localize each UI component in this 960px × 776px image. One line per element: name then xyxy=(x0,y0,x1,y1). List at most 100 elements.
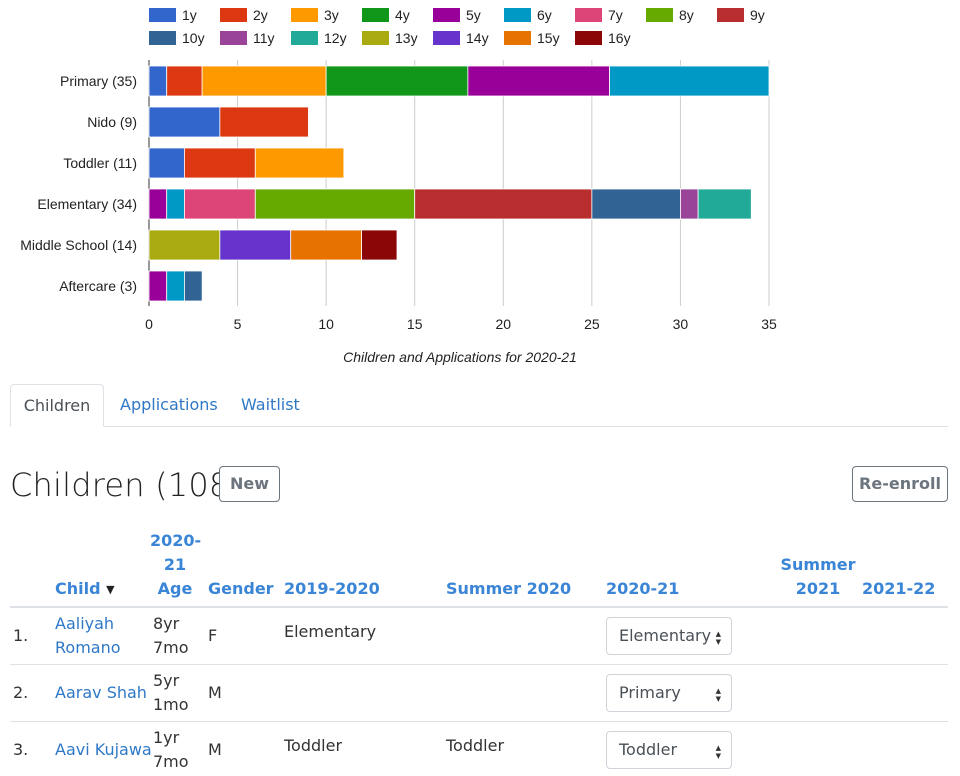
legend-label-4y: 4y xyxy=(395,7,410,23)
bar-segment-1y[interactable] xyxy=(148,147,185,179)
bar-segment-5y[interactable] xyxy=(148,270,168,302)
bar-segment-6y[interactable] xyxy=(166,270,185,302)
legend-swatch-15y xyxy=(504,31,531,45)
program-2020-21-select[interactable]: Primary ▲ ▼ xyxy=(606,674,732,712)
row-index: 3. xyxy=(13,740,29,759)
x-tick-label: 25 xyxy=(584,316,600,332)
bar-segment-12y[interactable] xyxy=(697,188,752,220)
child-age-line2: 7mo xyxy=(153,752,189,771)
bar-segment-5y[interactable] xyxy=(148,188,168,220)
category-label: Middle School (14) xyxy=(20,237,137,253)
child-age-line2: 7mo xyxy=(153,638,189,657)
column-header-gender[interactable]: Gender xyxy=(208,579,274,598)
legend-swatch-9y xyxy=(717,8,744,22)
tab-applications[interactable]: Applications xyxy=(120,395,218,414)
column-header-2020-21[interactable]: 2020-21 xyxy=(606,579,680,598)
column-header-summer-2021-line1: Summer xyxy=(780,555,856,574)
re-enroll-button[interactable]: Re-enroll xyxy=(852,466,948,502)
child-name-link[interactable]: Aarav Shah xyxy=(55,681,147,705)
bar-segment-1y[interactable] xyxy=(148,106,221,138)
bar-segment-13y[interactable] xyxy=(148,229,221,261)
category-label: Toddler (11) xyxy=(63,155,137,171)
bar-segment-3y[interactable] xyxy=(254,147,345,179)
bar-segment-3y[interactable] xyxy=(201,65,327,97)
column-header-age-line2: 21 xyxy=(163,555,187,574)
bar-segment-2y[interactable] xyxy=(219,106,309,138)
bar-segment-1y[interactable] xyxy=(148,65,168,97)
legend-swatch-4y xyxy=(362,8,389,22)
sort-down-icon: ▼ xyxy=(106,583,115,596)
column-header-2019-2020[interactable]: 2019-2020 xyxy=(284,579,380,598)
x-tick-label: 0 xyxy=(145,316,153,332)
column-header-age[interactable]: 2020- 21 Age xyxy=(150,529,201,601)
x-tick-label: 10 xyxy=(318,316,334,332)
legend-label-1y: 1y xyxy=(182,7,197,23)
program-2019-2020: Toddler xyxy=(284,736,343,755)
bar-segment-6y[interactable] xyxy=(609,65,770,97)
legend-swatch-1y xyxy=(149,8,176,22)
column-header-child[interactable]: Child ▼ xyxy=(55,577,115,602)
bar-segment-16y[interactable] xyxy=(361,229,398,261)
bar-segment-15y[interactable] xyxy=(290,229,362,261)
program-2020-21-select[interactable]: Toddler ▲ ▼ xyxy=(606,731,732,769)
child-gender: M xyxy=(208,740,222,759)
legend-label-16y: 16y xyxy=(608,30,631,46)
legend-swatch-14y xyxy=(433,31,460,45)
tab-waitlist[interactable]: Waitlist xyxy=(241,395,300,414)
column-header-summer-2021[interactable]: Summer 2021 xyxy=(780,553,856,601)
bar-segment-8y[interactable] xyxy=(254,188,416,220)
program-select-value: Primary xyxy=(619,683,681,702)
bar-segment-5y[interactable] xyxy=(467,65,610,97)
legend-swatch-10y xyxy=(149,31,176,45)
legend-swatch-16y xyxy=(575,31,602,45)
row-index: 2. xyxy=(13,683,29,702)
legend-swatch-3y xyxy=(291,8,318,22)
chart-title: Children and Applications for 2020-21 xyxy=(343,349,577,365)
column-header-2021-22[interactable]: 2021-22 xyxy=(862,579,936,598)
legend-label-6y: 6y xyxy=(537,7,552,23)
new-button[interactable]: New xyxy=(219,466,280,502)
bar-segment-6y[interactable] xyxy=(166,188,185,220)
legend-swatch-12y xyxy=(291,31,318,45)
bar-segment-4y[interactable] xyxy=(325,65,469,97)
legend-label-3y: 3y xyxy=(324,7,339,23)
legend-label-11y: 11y xyxy=(253,30,275,46)
chart-x-tick-labels: 0 5 10 15 20 25 30 35 xyxy=(145,316,777,332)
legend-label-13y: 13y xyxy=(395,30,418,46)
bar-segment-2y[interactable] xyxy=(166,65,203,97)
child-age: 8yr 7mo xyxy=(153,612,189,660)
bar-segment-9y[interactable] xyxy=(414,188,593,220)
program-2020-21-select[interactable]: Elementary ▲ ▼ xyxy=(606,617,732,655)
tab-children[interactable]: Children xyxy=(10,384,104,427)
bar-segment-10y[interactable] xyxy=(184,270,203,302)
bar-segment-11y[interactable] xyxy=(680,188,699,220)
column-header-summer-2020[interactable]: Summer 2020 xyxy=(446,579,572,598)
child-age-line2: 1mo xyxy=(153,695,189,714)
legend-swatch-7y xyxy=(575,8,602,22)
row-divider xyxy=(10,721,948,722)
child-age-line1: 8yr xyxy=(153,614,180,633)
child-name-link[interactable]: Aaliyah Romano xyxy=(55,612,121,660)
category-label: Nido (9) xyxy=(87,114,137,130)
legend-swatch-2y xyxy=(220,8,247,22)
child-gender: F xyxy=(208,626,218,645)
chart-legend: 1y 2y 3y 4y 5y 6y 7y 8y 9y 10y 11y 12y 13y 14y 15y 16y xyxy=(149,7,765,46)
child-name-link[interactable]: Aavi Kujawa xyxy=(55,738,152,762)
page-title: Children (108) xyxy=(10,466,243,504)
child-name-line2: Romano xyxy=(55,638,121,657)
category-label: Primary (35) xyxy=(60,73,137,89)
category-label: Aftercare (3) xyxy=(59,278,137,294)
x-tick-label: 15 xyxy=(407,316,423,332)
legend-swatch-8y xyxy=(646,8,673,22)
legend-label-8y: 8y xyxy=(679,7,694,23)
bar-segment-2y[interactable] xyxy=(184,147,256,179)
x-tick-label: 20 xyxy=(495,316,511,332)
bar-segment-10y[interactable] xyxy=(591,188,681,220)
bar-segment-7y[interactable] xyxy=(184,188,256,220)
row-index: 1. xyxy=(13,626,29,645)
x-tick-label: 35 xyxy=(761,316,777,332)
bar-segment-14y[interactable] xyxy=(219,229,292,261)
select-arrows-icon: ▲ ▼ xyxy=(715,744,721,760)
chart-bars xyxy=(148,65,770,302)
column-header-summer-2021-line2: 2021 xyxy=(795,579,841,598)
